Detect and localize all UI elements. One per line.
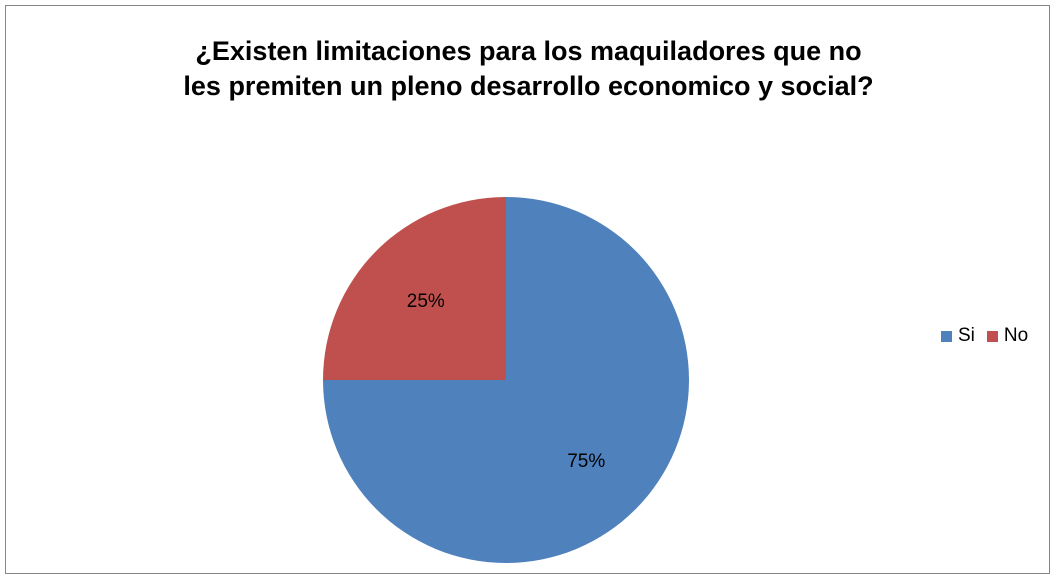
legend-swatch-si xyxy=(941,330,952,342)
legend-item-si: Si xyxy=(941,325,975,347)
legend-item-no: No xyxy=(986,325,1029,347)
legend-swatch-no xyxy=(986,330,998,342)
pie-slice-no xyxy=(323,197,506,380)
data-label-si: 75% xyxy=(567,451,605,472)
chart-title-line-1: ¿Existen limitaciones para los maquilado… xyxy=(195,36,862,66)
chart-legend: Si No xyxy=(941,325,1040,347)
legend-label-si: Si xyxy=(958,325,975,346)
chart-title-line-2: les premiten un pleno desarrollo economi… xyxy=(183,71,874,101)
chart-title: ¿Existen limitaciones para los maquilado… xyxy=(6,34,1051,104)
data-label-no: 25% xyxy=(407,291,445,312)
legend-label-no: No xyxy=(1003,325,1029,346)
